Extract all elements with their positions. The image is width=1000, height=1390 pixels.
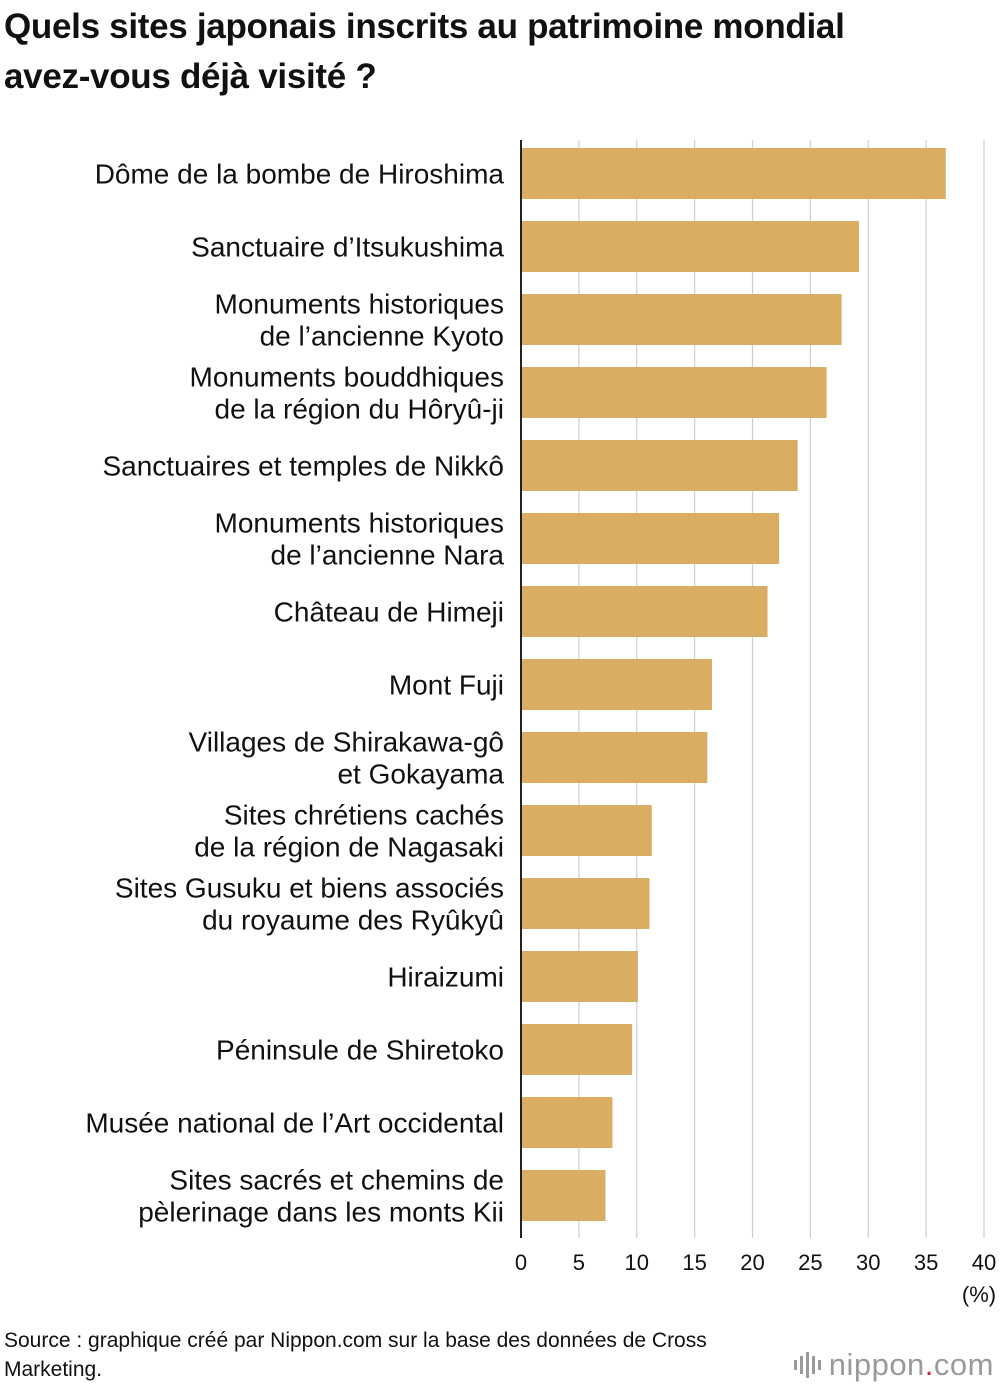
category-label-0-line-0: Dôme de la bombe de Hiroshima	[95, 159, 505, 190]
category-label-10-line-1: du royaume des Ryûkyû	[202, 905, 504, 936]
bar-14	[521, 1170, 606, 1221]
logo-name: nippon	[828, 1347, 925, 1382]
title-line-1: Quels sites japonais inscrits au patrimo…	[4, 7, 845, 46]
bar-11	[521, 951, 638, 1002]
category-label-5-line-1: de l’ancienne Nara	[271, 540, 505, 571]
x-tick-label-8: 40	[972, 1250, 996, 1275]
x-tick-label-5: 25	[798, 1250, 822, 1275]
category-label-5: Monuments historiques de l’ancienne Nara	[215, 508, 505, 571]
category-label-12-line-0: Péninsule de Shiretoko	[216, 1035, 504, 1066]
category-label-10-line-0: Sites Gusuku et biens associés	[115, 873, 504, 904]
category-label-1: Sanctuaire d’Itsukushima	[191, 232, 504, 263]
nippon-waveform-icon	[793, 1352, 821, 1378]
category-label-3-line-0: Monuments bouddhiques	[190, 362, 504, 393]
category-label-5-line-0: Monuments historiques	[215, 508, 504, 539]
title-line-2: avez-vous déjà visité ?	[4, 57, 377, 96]
x-tick-label-3: 15	[682, 1250, 706, 1275]
logo-tld: com	[933, 1347, 994, 1382]
category-label-6-line-0: Château de Himeji	[274, 597, 504, 628]
bar-chart: Dôme de la bombe de Hiroshima Sanctuaire …	[85, 140, 996, 1307]
category-label-12: Péninsule de Shiretoko	[216, 1035, 504, 1066]
bar-9	[521, 805, 652, 856]
category-label-14-line-1: pèlerinage dans les monts Kii	[138, 1197, 504, 1228]
nippon-logo: nippon.com	[793, 1347, 994, 1383]
bar-3	[521, 367, 827, 418]
category-label-9: Sites chrétiens cachés de la région de Na…	[194, 800, 504, 863]
bar-1	[521, 221, 859, 272]
bar-0	[521, 148, 946, 199]
x-tick-label-1: 5	[573, 1250, 585, 1275]
category-label-0: Dôme de la bombe de Hiroshima	[95, 159, 505, 190]
bar-8	[521, 732, 708, 783]
bar-4	[521, 440, 798, 491]
bar-5	[521, 513, 780, 564]
category-label-6: Château de Himeji	[274, 597, 504, 628]
category-label-3-line-1: de la région du Hôryû-ji	[215, 394, 505, 425]
category-label-2: Monuments historiques de l’ancienne Kyoto	[215, 289, 504, 352]
category-label-8: Villages de Shirakawa-gô et Gokayama	[189, 727, 505, 790]
category-label-1-line-0: Sanctuaire d’Itsukushima	[191, 232, 504, 263]
category-label-9-line-0: Sites chrétiens cachés	[224, 800, 504, 831]
category-label-14: Sites sacrés et chemins de pèlerinage dan…	[138, 1165, 504, 1228]
bar-12	[521, 1024, 633, 1075]
bar-2	[521, 294, 842, 345]
x-tick-label-2: 10	[625, 1250, 649, 1275]
x-unit-label: (%)	[962, 1282, 996, 1307]
chart-title: Quels sites japonais inscrits au patrimo…	[4, 2, 994, 102]
category-label-10: Sites Gusuku et biens associés du royaume…	[115, 873, 504, 936]
category-label-8-line-1: et Gokayama	[337, 759, 504, 790]
category-label-13: Musée national de l’Art occidental	[85, 1108, 504, 1139]
category-label-11-line-0: Hiraizumi	[387, 962, 504, 993]
category-label-2-line-0: Monuments historiques	[215, 289, 504, 320]
bar-10	[521, 878, 650, 929]
category-label-7-line-0: Mont Fuji	[389, 670, 504, 701]
bar-7	[521, 659, 712, 710]
bar-6	[521, 586, 768, 637]
category-label-13-line-0: Musée national de l’Art occidental	[85, 1108, 504, 1139]
category-label-4: Sanctuaires et temples de Nikkô	[102, 451, 504, 482]
x-tick-label-6: 30	[856, 1250, 880, 1275]
x-tick-label-4: 20	[740, 1250, 764, 1275]
category-label-9-line-1: de la région de Nagasaki	[194, 832, 504, 863]
category-label-7: Mont Fuji	[389, 670, 504, 701]
category-label-8-line-0: Villages de Shirakawa-gô	[189, 727, 504, 758]
category-label-3: Monuments bouddhiques de la région du Hôr…	[190, 362, 504, 425]
category-label-2-line-1: de l’ancienne Kyoto	[260, 321, 504, 352]
x-tick-label-0: 0	[515, 1250, 527, 1275]
source-note: Source : graphique créé par Nippon.com s…	[4, 1329, 707, 1381]
logo-dot: .	[924, 1347, 934, 1382]
category-label-11: Hiraizumi	[387, 962, 504, 993]
logo-text: nippon.com	[829, 1347, 994, 1383]
category-label-4-line-0: Sanctuaires et temples de Nikkô	[102, 451, 504, 482]
category-label-14-line-0: Sites sacrés et chemins de	[169, 1165, 504, 1196]
bar-13	[521, 1097, 613, 1148]
x-tick-label-7: 35	[914, 1250, 938, 1275]
